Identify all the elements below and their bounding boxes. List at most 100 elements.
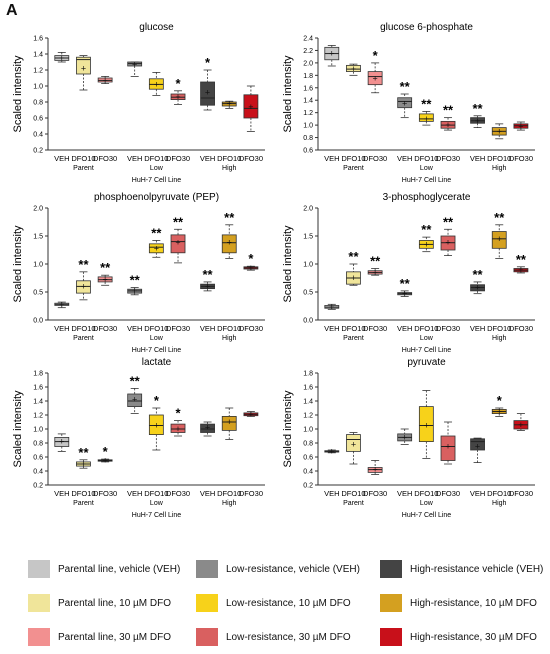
x-tick-label: VEH — [397, 489, 412, 498]
significance-mark: ** — [473, 267, 484, 282]
y-tick-label: 0.8 — [33, 100, 43, 107]
x-tick-label: DFO30 — [239, 324, 263, 333]
box-mean-marker: + — [372, 465, 377, 475]
legend-item-parent-dfo30: Parental line, 30 µM DFO — [28, 626, 171, 648]
box-mean-marker: + — [329, 446, 334, 456]
significance-mark: ** — [130, 273, 141, 288]
x-tick-label: VEH — [470, 489, 485, 498]
group-label: High — [492, 335, 507, 342]
box-mean-marker: + — [329, 302, 334, 312]
box-veh-1: + — [324, 45, 340, 67]
box-body — [418, 113, 434, 122]
y-tick-label: 1.0 — [303, 262, 313, 269]
x-tick-label: DFO10 — [71, 154, 95, 163]
x-tick-label: DFO30 — [509, 324, 533, 333]
box-veh-1: + — [54, 299, 70, 309]
legend-item-parent-dfo10: Parental line, 10 µM DFO — [28, 592, 171, 614]
y-axis-label: Scaled intensity — [12, 225, 24, 303]
group-label: Parent — [73, 335, 94, 342]
box-dfo10-5: + ** — [418, 222, 434, 253]
box-mean-marker: + — [424, 114, 429, 124]
x-tick-label: VEH — [200, 489, 215, 498]
box-dfo30-3: +** — [97, 260, 113, 286]
significance-mark: ** — [370, 253, 381, 268]
x-tick-label: DFO30 — [436, 324, 460, 333]
significance-mark: ** — [203, 267, 214, 282]
box-mean-marker: + — [424, 421, 429, 431]
box-mean-marker: + — [154, 243, 159, 253]
box-dfo30-9: +* — [243, 251, 259, 273]
significance-mark: ** — [443, 103, 454, 118]
chart-title: pyruvate — [407, 357, 446, 368]
legend-label: Low-resistance, vehicle (VEH) — [226, 563, 360, 575]
x-tick-label: DFO10 — [71, 324, 95, 333]
y-tick-label: 1.0 — [33, 427, 43, 434]
box-body — [170, 234, 186, 254]
chart-panel-6: pyruvate 0.2 0.4 0.6 0.8 1.0 1.2 1.4 1.6 1.8 Scale… — [282, 357, 535, 519]
x-tick-label: DFO10 — [414, 489, 438, 498]
box-dfo30-9: +** — [513, 252, 529, 275]
y-tick-label: 0.4 — [33, 469, 43, 476]
box-veh-7: + — [200, 421, 215, 437]
box-body — [346, 434, 361, 452]
legend-swatch — [196, 560, 218, 578]
chart-title: glucose 6-phosphate — [380, 22, 473, 33]
x-tick-label: DFO10 — [217, 324, 241, 333]
box-dfo30-9: + — [513, 413, 529, 431]
box-mean-marker: + — [424, 239, 429, 249]
x-tick-label: DFO30 — [363, 324, 387, 333]
box-veh-4: +** — [127, 273, 143, 296]
y-tick-label: 0.2 — [33, 148, 43, 155]
box-veh-7: +** — [470, 101, 485, 128]
box-body — [491, 231, 507, 249]
box-mean-marker: + — [205, 423, 210, 433]
box-mean-marker: + — [445, 238, 450, 248]
box-body — [76, 56, 91, 75]
y-tick-label: 2.4 — [303, 36, 313, 43]
significance-mark: ** — [400, 276, 411, 291]
box-veh-7: + — [470, 437, 485, 464]
box-veh-1: + — [54, 433, 70, 452]
y-tick-label: 1.4 — [303, 399, 313, 406]
legend-swatch — [196, 628, 218, 646]
figure-canvas: glucose 0.2 0.4 0.6 0.8 1.0 1.2 1.4 1.6 Scaled in… — [12, 22, 535, 519]
box-mean-marker: + — [475, 283, 480, 293]
box-mean-marker: + — [351, 273, 356, 283]
x-tick-label: DFO30 — [93, 154, 117, 163]
x-axis-label: HuH-7 Cell Line — [402, 512, 452, 519]
box-mean-marker: + — [351, 64, 356, 74]
legend-label: Low-resistance, 10 µM DFO — [226, 597, 351, 609]
x-tick-label: VEH — [54, 324, 69, 333]
box-body — [367, 71, 383, 86]
chart-title: glucose — [139, 22, 174, 33]
legend-label: High-resistance, 10 µM DFO — [410, 597, 537, 609]
y-axis-label: Scaled intensity — [12, 55, 24, 133]
y-tick-label: 0.2 — [303, 483, 313, 490]
box-mean-marker: + — [445, 120, 450, 130]
box-dfo10-2: + ** — [346, 249, 361, 286]
box-mean-marker: + — [81, 459, 86, 469]
significance-mark: * — [205, 55, 211, 70]
x-tick-label: DFO10 — [217, 154, 241, 163]
x-tick-label: VEH — [470, 324, 485, 333]
significance-mark: * — [373, 48, 379, 63]
y-tick-label: 1.8 — [303, 73, 313, 80]
box-veh-7: +** — [470, 267, 485, 295]
significance-mark: ** — [100, 260, 111, 275]
y-tick-label: 1.2 — [33, 413, 43, 420]
box-body — [470, 438, 485, 451]
significance-mark: * — [248, 251, 254, 266]
box-dfo30-3: +* — [97, 444, 113, 466]
x-tick-label: DFO30 — [363, 489, 387, 498]
legend-item-low-veh: Low-resistance, vehicle (VEH) — [196, 558, 360, 580]
y-tick-label: 0.5 — [303, 290, 313, 297]
box-veh-1: + — [324, 446, 340, 456]
y-tick-label: 1.2 — [303, 110, 313, 117]
legend-swatch — [28, 594, 50, 612]
significance-mark: ** — [348, 249, 359, 264]
box-veh-1: + — [54, 52, 70, 63]
x-tick-label: VEH — [397, 324, 412, 333]
legend-swatch — [196, 594, 218, 612]
box-mean-marker: + — [205, 281, 210, 291]
legend-swatch — [380, 628, 402, 646]
